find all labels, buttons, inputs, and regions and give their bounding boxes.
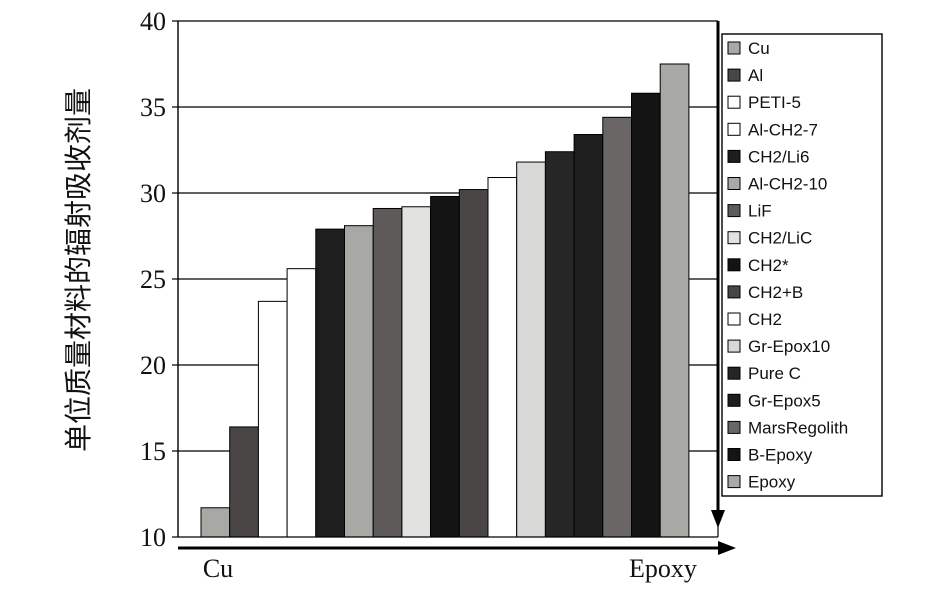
legend-entry: Gr-Epox5 xyxy=(748,391,821,410)
legend-box xyxy=(721,33,883,497)
bar-ch2-li6 xyxy=(315,228,345,538)
bar-epoxy xyxy=(659,63,690,538)
legend-swatch xyxy=(727,95,741,109)
y-tick-label: 20 xyxy=(140,351,166,380)
legend-entry: LiF xyxy=(748,202,772,221)
bar-lif xyxy=(372,207,403,538)
legend-entry: Al xyxy=(748,66,763,85)
bar-al xyxy=(229,426,259,538)
legend-entry: CH2* xyxy=(748,256,789,275)
legend-entry: PETI-5 xyxy=(748,93,801,112)
bar-ch2-lic xyxy=(401,206,432,538)
legend-entry: CH2/Li6 xyxy=(748,147,809,166)
legend-entry: Cu xyxy=(748,39,770,58)
bar-b-epoxy xyxy=(631,92,661,538)
y-tick-label: 40 xyxy=(140,7,166,36)
legend-entry: Epoxy xyxy=(748,473,796,492)
legend: Cu Al PETI-5 Al-CH2-7 CH2/Li6 Al-CH2-10 LiF CH2… xyxy=(721,33,883,497)
legend-swatch xyxy=(727,204,741,218)
bar-ch2-b xyxy=(458,189,489,538)
bar-al-ch2-7 xyxy=(286,268,317,538)
y-tick-label: 30 xyxy=(140,179,166,208)
legend-swatch xyxy=(727,231,741,245)
bar-gr-epox10 xyxy=(516,161,546,538)
y-tick-label: 10 xyxy=(140,523,166,552)
legend-swatch xyxy=(727,177,741,190)
y-arrow-head xyxy=(711,510,725,528)
y-tick-label: 35 xyxy=(140,93,166,122)
legend-entry: Gr-Epox10 xyxy=(748,337,830,356)
legend-entry: Al-CH2-7 xyxy=(748,120,818,139)
y-tick-label: 15 xyxy=(140,437,166,466)
legend-entry: CH2+B xyxy=(748,283,803,302)
legend-swatch xyxy=(727,68,741,82)
y-ticks: 10 15 20 25 30 35 40 xyxy=(140,7,178,552)
x-start-label: Cu xyxy=(203,554,233,583)
legend-swatch xyxy=(727,312,741,326)
bar-al-ch2-10 xyxy=(344,225,374,538)
legend-entry: B-Epoxy xyxy=(748,446,813,465)
legend-entry: Pure C xyxy=(748,364,801,383)
bar-ch2 xyxy=(487,177,518,538)
x-arrow-head xyxy=(718,541,736,555)
legend-swatch xyxy=(727,420,741,434)
legend-swatch xyxy=(727,366,741,380)
legend-swatch xyxy=(727,285,741,299)
bar-marsregolith xyxy=(602,116,632,538)
legend-swatch xyxy=(727,122,741,136)
legend-swatch xyxy=(727,41,741,55)
legend-swatch xyxy=(727,393,741,407)
x-end-label: Epoxy xyxy=(629,554,697,583)
bars xyxy=(200,63,690,538)
bar-cu xyxy=(200,507,231,538)
legend-swatch xyxy=(727,258,741,272)
legend-swatch xyxy=(727,149,741,163)
legend-entry: CH2 xyxy=(748,310,782,329)
legend-swatch xyxy=(727,448,741,461)
legend-swatch xyxy=(727,339,741,353)
y-axis-label: 单位质量材料的辐射吸收剂量 xyxy=(62,88,95,452)
bar-peti-5 xyxy=(257,300,288,538)
bar-gr-epox5 xyxy=(573,134,604,538)
legend-entry: MarsRegolith xyxy=(748,418,848,437)
bar-pure-c xyxy=(544,151,575,538)
legend-entry: Al-CH2-10 xyxy=(748,175,827,194)
bar-ch2- xyxy=(430,195,460,538)
y-tick-label: 25 xyxy=(140,265,166,294)
legend-swatch xyxy=(727,475,741,489)
legend-entry: CH2/LiC xyxy=(748,229,812,248)
